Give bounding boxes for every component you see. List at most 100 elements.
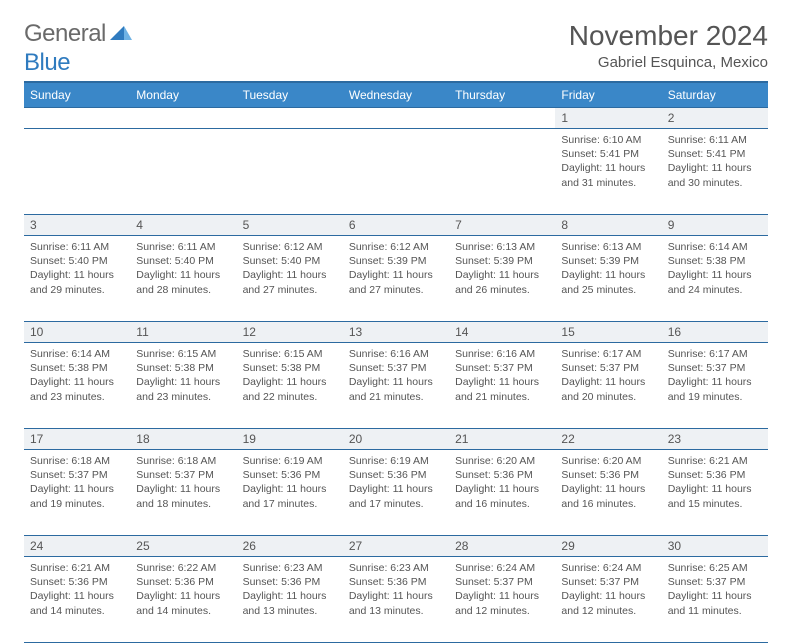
sunset-text: Sunset: 5:37 PM (30, 468, 124, 482)
day-cell: Sunrise: 6:12 AMSunset: 5:39 PMDaylight:… (343, 236, 449, 322)
daylight-text: Daylight: 11 hours and 19 minutes. (668, 375, 762, 403)
daylight-text: Daylight: 11 hours and 30 minutes. (668, 161, 762, 189)
week-row: Sunrise: 6:11 AMSunset: 5:40 PMDaylight:… (24, 236, 768, 322)
day-number-cell: 12 (237, 322, 343, 343)
sunrise-text: Sunrise: 6:24 AM (455, 561, 549, 575)
day-number-cell: 14 (449, 322, 555, 343)
day-number-cell: 23 (662, 429, 768, 450)
daylight-text: Daylight: 11 hours and 22 minutes. (243, 375, 337, 403)
weekday-header: Friday (555, 82, 661, 108)
day-cell: Sunrise: 6:13 AMSunset: 5:39 PMDaylight:… (555, 236, 661, 322)
daylight-text: Daylight: 11 hours and 31 minutes. (561, 161, 655, 189)
day-number-cell: 16 (662, 322, 768, 343)
day-number-cell (343, 108, 449, 129)
day-cell: Sunrise: 6:16 AMSunset: 5:37 PMDaylight:… (449, 343, 555, 429)
day-cell: Sunrise: 6:11 AMSunset: 5:40 PMDaylight:… (24, 236, 130, 322)
sunrise-text: Sunrise: 6:13 AM (455, 240, 549, 254)
week-row: Sunrise: 6:18 AMSunset: 5:37 PMDaylight:… (24, 450, 768, 536)
day-number-cell (449, 108, 555, 129)
day-number-row: 24252627282930 (24, 536, 768, 557)
sunset-text: Sunset: 5:41 PM (561, 147, 655, 161)
daylight-text: Daylight: 11 hours and 29 minutes. (30, 268, 124, 296)
day-cell: Sunrise: 6:11 AMSunset: 5:40 PMDaylight:… (130, 236, 236, 322)
sunset-text: Sunset: 5:36 PM (136, 575, 230, 589)
sunrise-text: Sunrise: 6:14 AM (668, 240, 762, 254)
sunrise-text: Sunrise: 6:11 AM (30, 240, 124, 254)
day-details: Sunrise: 6:13 AMSunset: 5:39 PMDaylight:… (561, 240, 655, 297)
sunset-text: Sunset: 5:41 PM (668, 147, 762, 161)
day-cell: Sunrise: 6:15 AMSunset: 5:38 PMDaylight:… (130, 343, 236, 429)
sunrise-text: Sunrise: 6:13 AM (561, 240, 655, 254)
day-cell (237, 129, 343, 215)
sunrise-text: Sunrise: 6:10 AM (561, 133, 655, 147)
day-number-row: 10111213141516 (24, 322, 768, 343)
day-number-cell: 9 (662, 215, 768, 236)
day-cell (343, 129, 449, 215)
day-number-cell: 4 (130, 215, 236, 236)
weekday-header: Monday (130, 82, 236, 108)
sunset-text: Sunset: 5:37 PM (561, 361, 655, 375)
sunset-text: Sunset: 5:37 PM (455, 361, 549, 375)
day-cell: Sunrise: 6:20 AMSunset: 5:36 PMDaylight:… (555, 450, 661, 536)
sunset-text: Sunset: 5:38 PM (668, 254, 762, 268)
day-number-cell: 17 (24, 429, 130, 450)
day-cell (24, 129, 130, 215)
sunrise-text: Sunrise: 6:22 AM (136, 561, 230, 575)
sunrise-text: Sunrise: 6:17 AM (561, 347, 655, 361)
day-details: Sunrise: 6:23 AMSunset: 5:36 PMDaylight:… (243, 561, 337, 618)
day-number-cell: 3 (24, 215, 130, 236)
sunset-text: Sunset: 5:40 PM (243, 254, 337, 268)
day-details: Sunrise: 6:12 AMSunset: 5:40 PMDaylight:… (243, 240, 337, 297)
sunrise-text: Sunrise: 6:23 AM (349, 561, 443, 575)
day-number-row: 3456789 (24, 215, 768, 236)
sunset-text: Sunset: 5:40 PM (30, 254, 124, 268)
day-cell: Sunrise: 6:22 AMSunset: 5:36 PMDaylight:… (130, 557, 236, 643)
day-number-cell: 21 (449, 429, 555, 450)
sunset-text: Sunset: 5:39 PM (349, 254, 443, 268)
day-details: Sunrise: 6:17 AMSunset: 5:37 PMDaylight:… (561, 347, 655, 404)
day-cell: Sunrise: 6:24 AMSunset: 5:37 PMDaylight:… (555, 557, 661, 643)
day-details: Sunrise: 6:19 AMSunset: 5:36 PMDaylight:… (349, 454, 443, 511)
sunrise-text: Sunrise: 6:20 AM (561, 454, 655, 468)
day-cell: Sunrise: 6:21 AMSunset: 5:36 PMDaylight:… (662, 450, 768, 536)
sunset-text: Sunset: 5:38 PM (243, 361, 337, 375)
day-number-cell: 10 (24, 322, 130, 343)
logo-mark-icon (110, 24, 132, 45)
day-cell: Sunrise: 6:23 AMSunset: 5:36 PMDaylight:… (343, 557, 449, 643)
sunset-text: Sunset: 5:36 PM (243, 575, 337, 589)
calendar-table: Sunday Monday Tuesday Wednesday Thursday… (24, 81, 768, 643)
day-cell: Sunrise: 6:14 AMSunset: 5:38 PMDaylight:… (662, 236, 768, 322)
week-row: Sunrise: 6:10 AMSunset: 5:41 PMDaylight:… (24, 129, 768, 215)
day-number-cell: 5 (237, 215, 343, 236)
day-number-cell: 27 (343, 536, 449, 557)
day-number-cell (24, 108, 130, 129)
day-number-cell: 30 (662, 536, 768, 557)
day-details: Sunrise: 6:24 AMSunset: 5:37 PMDaylight:… (455, 561, 549, 618)
day-cell (449, 129, 555, 215)
day-cell: Sunrise: 6:17 AMSunset: 5:37 PMDaylight:… (555, 343, 661, 429)
day-number-cell: 29 (555, 536, 661, 557)
day-cell: Sunrise: 6:16 AMSunset: 5:37 PMDaylight:… (343, 343, 449, 429)
day-number-cell: 26 (237, 536, 343, 557)
daylight-text: Daylight: 11 hours and 23 minutes. (136, 375, 230, 403)
day-cell: Sunrise: 6:20 AMSunset: 5:36 PMDaylight:… (449, 450, 555, 536)
daylight-text: Daylight: 11 hours and 25 minutes. (561, 268, 655, 296)
sunset-text: Sunset: 5:37 PM (455, 575, 549, 589)
week-row: Sunrise: 6:21 AMSunset: 5:36 PMDaylight:… (24, 557, 768, 643)
day-cell: Sunrise: 6:14 AMSunset: 5:38 PMDaylight:… (24, 343, 130, 429)
daylight-text: Daylight: 11 hours and 11 minutes. (668, 589, 762, 617)
day-details: Sunrise: 6:25 AMSunset: 5:37 PMDaylight:… (668, 561, 762, 618)
day-details: Sunrise: 6:11 AMSunset: 5:40 PMDaylight:… (136, 240, 230, 297)
day-details: Sunrise: 6:13 AMSunset: 5:39 PMDaylight:… (455, 240, 549, 297)
sunset-text: Sunset: 5:37 PM (561, 575, 655, 589)
weekday-header: Tuesday (237, 82, 343, 108)
day-number-cell: 15 (555, 322, 661, 343)
daylight-text: Daylight: 11 hours and 16 minutes. (561, 482, 655, 510)
daylight-text: Daylight: 11 hours and 20 minutes. (561, 375, 655, 403)
sunset-text: Sunset: 5:39 PM (455, 254, 549, 268)
sunset-text: Sunset: 5:36 PM (668, 468, 762, 482)
sunrise-text: Sunrise: 6:19 AM (243, 454, 337, 468)
sunset-text: Sunset: 5:36 PM (243, 468, 337, 482)
logo: General (24, 20, 134, 48)
daylight-text: Daylight: 11 hours and 17 minutes. (243, 482, 337, 510)
